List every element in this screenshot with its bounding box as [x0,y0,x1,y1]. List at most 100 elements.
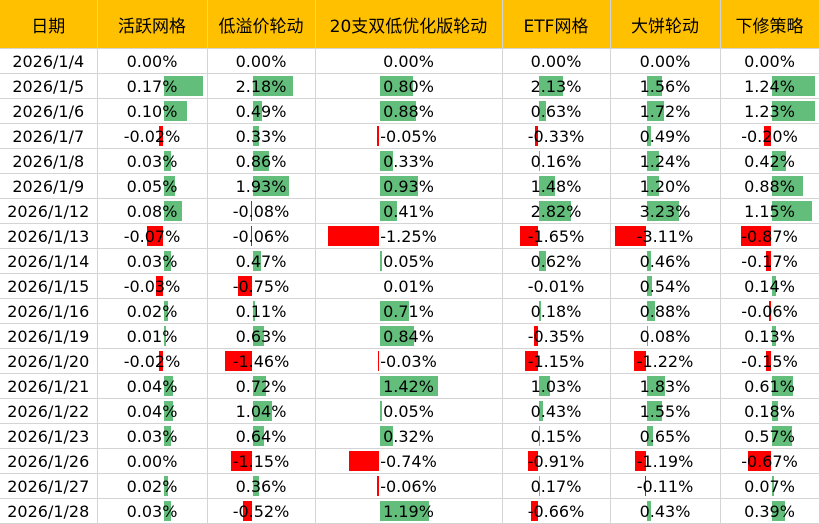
value-cell: -0.87% [720,223,819,249]
value-text: 3.23% [639,201,691,221]
value-cell: 1.19% [315,498,503,524]
value-cell: 0.00% [502,48,611,74]
value-text: 0.16% [530,151,582,171]
table-row: 2026/1/13 -0.07% -0.06% -1.25% -1.65% -3.11% -… [0,223,819,249]
value-text: 2.18% [235,76,287,96]
value-text: 0.11% [235,301,287,321]
value-cell: 1.23% [720,98,819,124]
value-cell: 2.13% [502,73,611,99]
value-cell: -0.35% [502,323,611,349]
value-cell: 0.03% [97,498,208,524]
positive-data-bar [379,501,429,521]
negative-data-bar [769,301,772,321]
value-text: -0.35% [527,326,585,346]
value-text: 0.88% [744,176,795,196]
value-cell: 0.17% [97,73,208,99]
value-text: -0.01% [527,276,585,296]
value-text: -0.91% [527,451,585,471]
value-cell: 3.23% [610,198,721,224]
value-cell: 1.15% [720,198,819,224]
value-cell: 0.01% [97,323,208,349]
value-cell: 0.63% [502,98,611,124]
value-cell: 0.16% [502,148,611,174]
value-text: 0.32% [383,426,434,446]
positive-data-bar [252,76,294,96]
column-header-downward-revision[interactable]: 下修策略 [720,0,819,49]
value-cell: 2.18% [207,73,316,99]
value-cell: 0.88% [315,98,503,124]
value-cell: 1.83% [610,373,721,399]
value-text: -0.02% [123,351,181,371]
value-text: 0.72% [235,376,287,396]
value-text: 0.64% [235,426,287,446]
column-header-low-premium-rotation[interactable]: 低溢价轮动 [207,0,316,49]
positive-data-bar [252,326,265,346]
value-cell: 0.43% [610,498,721,524]
column-header-big-cake-rotation[interactable]: 大饼轮动 [610,0,721,49]
negative-data-bar [238,276,253,296]
value-text: 1.03% [530,376,582,396]
positive-data-bar [771,326,777,346]
value-cell: 0.80% [315,73,503,99]
date-cell: 2026/1/14 [0,248,98,274]
value-text: 0.15% [530,426,582,446]
value-text: 0.00% [639,51,691,71]
value-text: 2.13% [530,76,582,96]
positive-data-bar [646,326,648,346]
value-text: -0.75% [232,276,290,296]
positive-data-bar [771,176,803,196]
positive-data-bar [538,401,544,421]
value-text: 0.61% [744,376,795,396]
value-cell: 0.05% [315,398,503,424]
table-row: 2026/1/21 0.04% 0.72% 1.42% 1.03% 1.83% 0.61% [0,373,819,399]
value-cell: -0.15% [720,348,819,374]
value-cell: 0.08% [610,323,721,349]
value-text: 0.33% [383,151,434,171]
value-cell: 0.54% [610,273,721,299]
value-text: 1.24% [744,76,795,96]
value-text: 0.18% [744,401,795,421]
value-cell: -0.02% [97,348,208,374]
positive-data-bar [646,76,663,96]
positive-data-bar [771,101,815,121]
table-row: 2026/1/28 0.03% -0.52% 1.19% -0.66% 0.43% 0.39… [0,498,819,524]
value-text: -1.22% [636,351,694,371]
value-cell: 0.02% [97,298,208,324]
column-header-active-grid[interactable]: 活跃网格 [97,0,208,49]
value-cell: 0.13% [720,323,819,349]
value-text: 0.03% [126,251,178,271]
column-header-date[interactable]: 日期 [0,0,98,49]
negative-data-bar [378,351,380,371]
value-cell: -1.19% [610,448,721,474]
value-cell: 0.49% [610,123,721,149]
value-cell: -0.03% [315,348,503,374]
value-text: -1.46% [232,351,290,371]
value-text: 1.42% [383,376,434,396]
value-cell: 0.71% [315,298,503,324]
negative-data-bar [634,451,647,471]
value-cell: -1.15% [502,348,611,374]
value-text: 0.71% [383,301,434,321]
positive-data-bar [538,201,571,221]
column-header-double-low-rotation[interactable]: 20支双低优化版轮动 [315,0,503,49]
date-cell: 2026/1/26 [0,448,98,474]
value-text: 0.00% [126,51,178,71]
date-cell: 2026/1/20 [0,348,98,374]
positive-data-bar [252,426,265,446]
value-text: 0.33% [235,126,287,146]
column-header-etf-grid[interactable]: ETF网格 [502,0,611,49]
positive-data-bar [646,501,651,521]
positive-data-bar [538,426,541,446]
positive-data-bar [771,201,813,221]
value-text: -0.06% [741,301,798,321]
negative-data-bar [645,476,647,496]
value-text: 0.88% [639,301,691,321]
positive-data-bar [163,426,171,446]
value-cell: 0.42% [720,148,819,174]
value-text: 0.42% [744,151,795,171]
positive-data-bar [646,126,652,146]
value-cell: -0.06% [207,223,316,249]
value-cell: 0.33% [315,148,503,174]
value-cell: 0.04% [97,373,208,399]
